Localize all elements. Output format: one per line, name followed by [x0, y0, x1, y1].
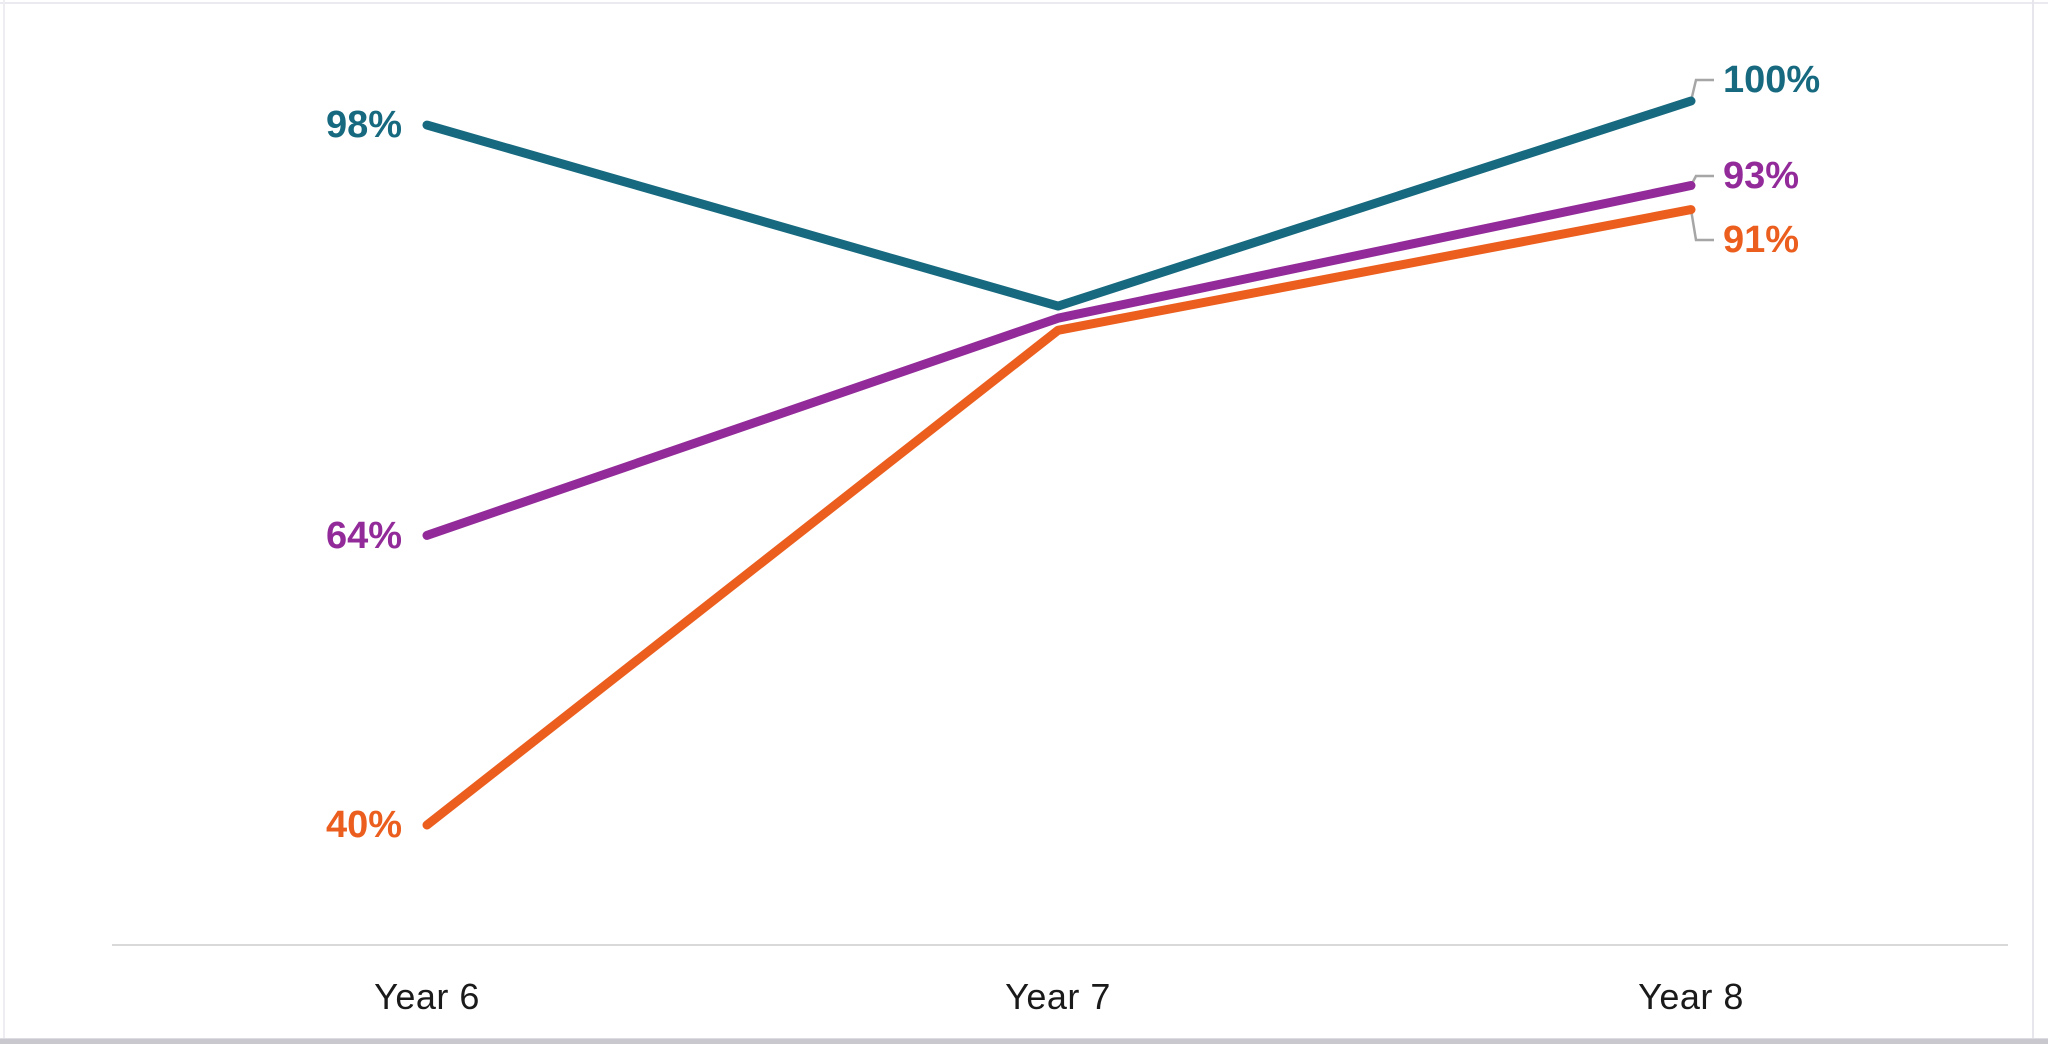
series-line-purple — [422, 181, 1696, 540]
data-label-orange-end: 91% — [1723, 219, 1800, 261]
canvas-bottom-border — [0, 1038, 2048, 1044]
leader-line-teal — [1689, 78, 1714, 102]
data-label-orange-start: 40% — [325, 804, 402, 846]
series-line-teal — [422, 96, 1696, 311]
series-line-orange — [422, 205, 1696, 830]
leader-line-orange — [1689, 209, 1714, 242]
axis-label-year7: Year 7 — [1005, 976, 1111, 1017]
data-label-purple-start: 64% — [325, 515, 402, 557]
canvas-right-border — [2032, 0, 2034, 1044]
data-label-purple-end: 93% — [1723, 155, 1800, 197]
canvas-top-border — [0, 2, 2048, 4]
canvas-left-border — [3, 0, 5, 1044]
data-label-teal-start: 98% — [325, 104, 402, 146]
axis-label-year6: Year 6 — [374, 976, 480, 1017]
axis-label-year8: Year 8 — [1638, 976, 1744, 1017]
data-label-teal-end: 100% — [1723, 59, 1821, 101]
